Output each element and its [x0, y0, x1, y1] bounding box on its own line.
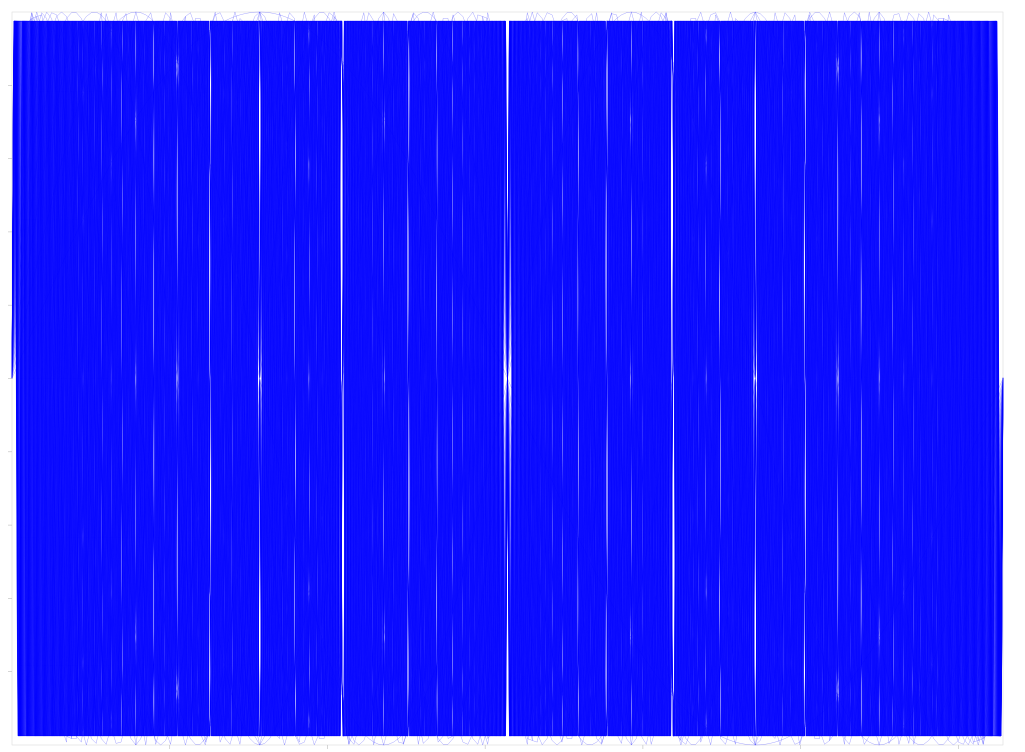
ticks — [8, 85, 959, 749]
curve — [11, 20, 1004, 737]
curves — [11, 11, 1004, 746]
